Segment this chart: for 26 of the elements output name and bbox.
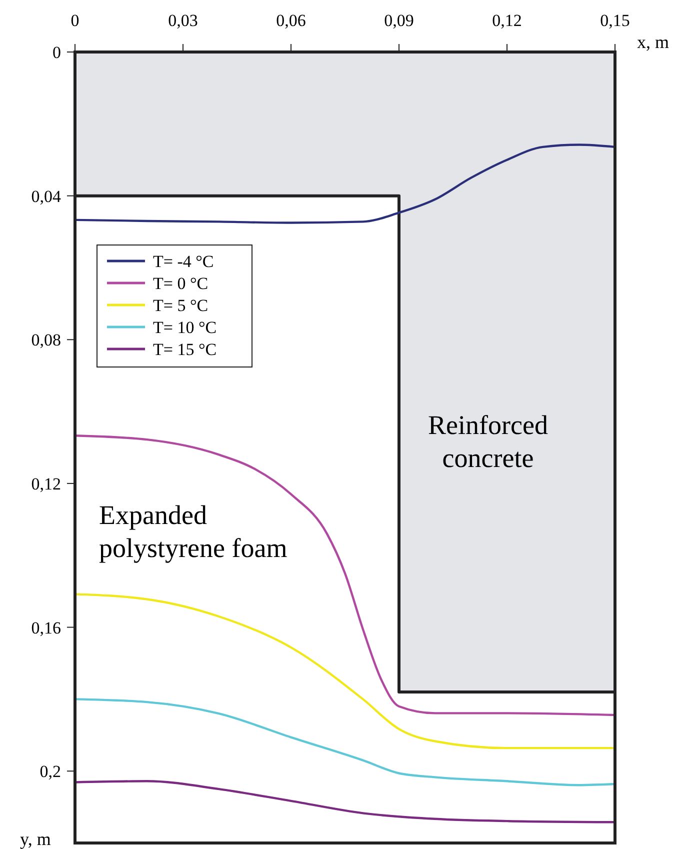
y-axis-title: y, m (20, 829, 51, 849)
line-series (74, 144, 616, 224)
legend-label: T= 5 °C (153, 296, 208, 315)
y-tick-label: 0,16 (31, 618, 61, 638)
x-tick-label: 0,12 (492, 11, 522, 30)
y-tick-label: 0,2 (40, 762, 61, 782)
y-tick-label: 0,12 (31, 474, 61, 494)
x-tick-label: 0,09 (384, 11, 414, 30)
y-tick-label: 0,08 (31, 330, 61, 350)
legend-label: T= 15 °C (153, 340, 217, 359)
x-tick-label: 0,03 (168, 11, 198, 30)
line-series (74, 593, 616, 750)
line-series (74, 780, 616, 824)
y-tick-label: 0,04 (31, 186, 62, 206)
y-tick-label: 0 (52, 43, 61, 62)
line-series (74, 698, 616, 786)
x-axis-title: x, m (637, 32, 670, 52)
annotation: Reinforced concrete (428, 410, 548, 473)
legend-label: T= 10 °C (153, 318, 217, 337)
x-tick-label: 0,15 (600, 11, 630, 30)
legend-label: T= -4 °C (153, 252, 214, 271)
legend-label: T= 0 °C (153, 274, 208, 293)
x-tick-label: 0,06 (276, 11, 306, 30)
line-series (74, 434, 616, 716)
annotation: Expanded polystyrene foam (99, 500, 288, 563)
x-tick-label: 0 (70, 11, 80, 30)
